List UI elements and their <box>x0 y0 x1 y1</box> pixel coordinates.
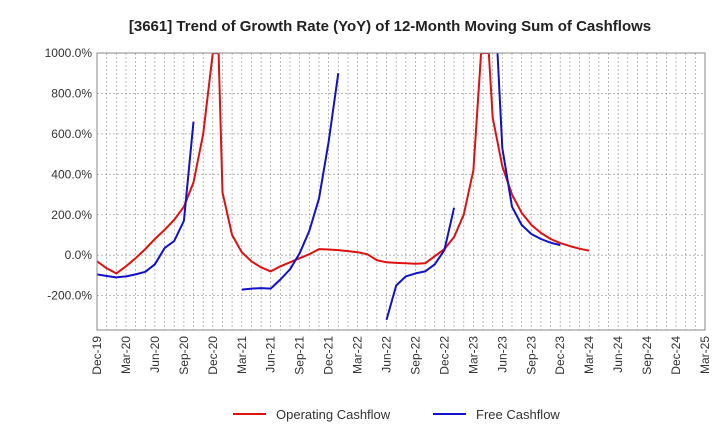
x-tick-label: Jun-23 <box>495 336 509 373</box>
series-line-free-cashflow <box>97 121 195 279</box>
legend: Operating Cashflow Free Cashflow <box>233 407 560 422</box>
x-tick-label: Sep-23 <box>524 336 538 375</box>
x-tick-label: Mar-20 <box>119 336 133 374</box>
x-tick-label: Mar-22 <box>351 336 365 374</box>
series-line-free-cashflow <box>496 53 561 247</box>
x-tick-label: Dec-23 <box>553 336 567 375</box>
x-tick-label: Dec-20 <box>206 336 220 375</box>
y-tick-label: 0.0% <box>65 248 93 262</box>
series-layer <box>97 53 590 321</box>
x-tick-label: Mar-25 <box>698 336 712 374</box>
x-tick-label: Sep-22 <box>408 336 422 375</box>
y-axis: 1000.0% 800.0% 600.0% 400.0% 200.0% 0.0% -200.… <box>45 46 93 303</box>
series-line-free-cashflow <box>385 207 456 321</box>
plot-frame <box>96 52 706 331</box>
x-tick-label: Jun-24 <box>611 336 625 373</box>
x-tick-label: Mar-23 <box>466 336 480 374</box>
x-tick-label: Mar-21 <box>235 336 249 374</box>
y-tick-label: 600.0% <box>51 127 92 141</box>
x-tick-label: Sep-21 <box>293 336 307 375</box>
x-tick-label: Jun-22 <box>380 336 394 373</box>
y-tick-label: 200.0% <box>51 208 92 222</box>
x-tick-label: Jun-21 <box>264 336 278 373</box>
x-tick-label: Jun-20 <box>148 336 162 373</box>
x-axis: Dec-19 Mar-20 Jun-20 Sep-20 Dec-20 Mar-21 Jun-… <box>90 336 712 375</box>
y-tick-label: -200.0% <box>47 289 92 303</box>
series-line-operating-cashflow <box>97 53 590 275</box>
chart-title: [3661] Trend of Growth Rate (YoY) of 12-… <box>129 18 651 35</box>
x-tick-label: Dec-21 <box>322 336 336 375</box>
x-tick-label: Dec-24 <box>669 336 683 375</box>
x-tick-label: Dec-19 <box>90 336 104 375</box>
x-tick-label: Sep-20 <box>177 336 191 375</box>
series-lines <box>97 53 590 321</box>
y-tick-label: 800.0% <box>51 86 92 100</box>
x-tick-label: Mar-24 <box>582 336 596 374</box>
grid-layer <box>96 52 706 330</box>
legend-label: Operating Cashflow <box>276 407 391 422</box>
series-line-free-cashflow <box>241 73 340 291</box>
y-tick-label: 400.0% <box>51 167 92 181</box>
x-tick-label: Dec-22 <box>437 336 451 375</box>
legend-label: Free Cashflow <box>476 407 560 422</box>
x-tick-label: Sep-24 <box>640 336 654 375</box>
y-tick-label: 1000.0% <box>45 46 93 60</box>
